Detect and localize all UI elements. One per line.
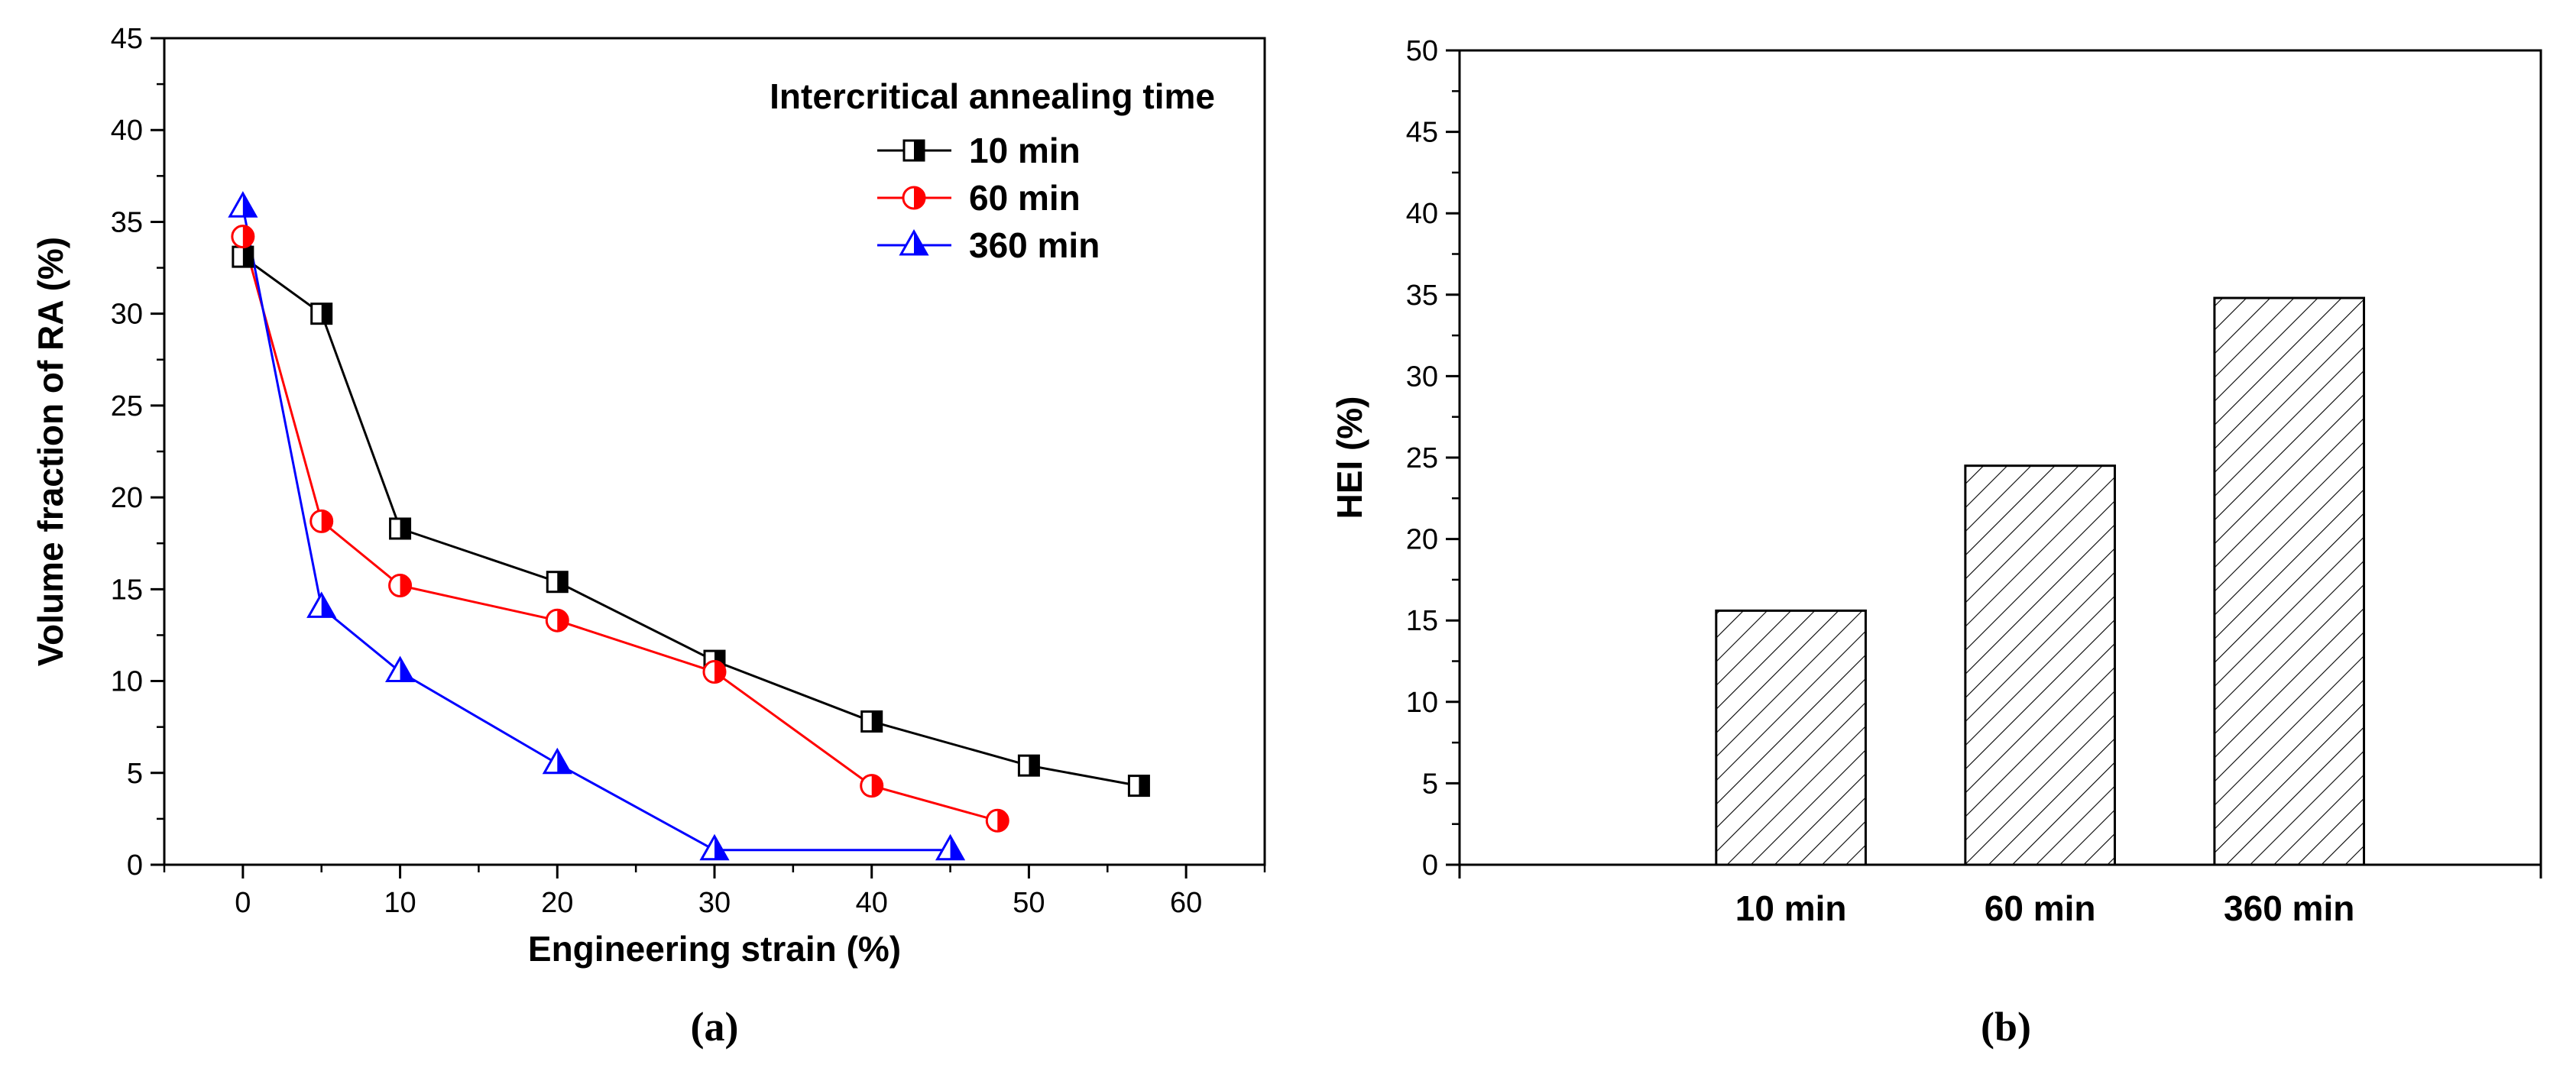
data-point xyxy=(388,574,413,598)
x-tick-label: 20 xyxy=(541,887,573,919)
data-point xyxy=(232,245,254,268)
data-point xyxy=(985,808,1009,833)
panel-label-a: (a) xyxy=(691,1004,739,1050)
y-tick-label: 25 xyxy=(1406,442,1438,474)
x-tick-label: 40 xyxy=(856,887,888,919)
category-label: 360 min xyxy=(2224,888,2354,928)
x-tick-label: 30 xyxy=(698,887,731,919)
y-axis: 0 5 10 15 20 25 30 35 40 45 50 xyxy=(1406,35,1460,882)
y-tick-label: 0 xyxy=(127,849,143,882)
legend-title: Intercritical annealing time xyxy=(770,76,1215,116)
bar-group xyxy=(1715,296,2366,866)
series-group xyxy=(228,191,1150,861)
data-point xyxy=(935,833,966,861)
legend-marker xyxy=(902,139,925,162)
y-tick-label: 10 xyxy=(111,666,143,698)
legend-label: 360 min xyxy=(969,225,1100,265)
legend-marker xyxy=(902,186,926,210)
data-point xyxy=(1127,775,1150,798)
x-tick-label: 0 xyxy=(235,887,251,919)
category-label: 60 min xyxy=(1985,888,2096,928)
data-point xyxy=(860,710,883,733)
y-tick-label: 25 xyxy=(111,390,143,422)
y-tick-label: 10 xyxy=(1406,687,1438,719)
y-tick-label: 5 xyxy=(1422,768,1438,800)
legend-label: 60 min xyxy=(969,178,1081,218)
y-tick-label: 45 xyxy=(1406,117,1438,149)
x-axis-title: Engineering strain (%) xyxy=(528,929,901,969)
x-tick-label: 60 xyxy=(1170,887,1202,919)
data-point xyxy=(231,225,255,249)
data-point xyxy=(384,655,416,683)
data-point xyxy=(389,517,412,540)
y-tick-label: 40 xyxy=(111,115,143,147)
y-tick-label: 15 xyxy=(1406,605,1438,637)
bar-chart-panel: 10 min 60 min 360 min 0 5 10 15 20 25 30 35 40 45 50… xyxy=(1330,35,2542,1050)
y-axis: 0 5 10 15 20 25 30 35 40 45 xyxy=(111,23,164,882)
line-chart-panel: 0 10 20 30 40 50 60 0 5 10 15 20 25 30 35 40 45 Enginee… xyxy=(31,23,1266,1050)
data-point xyxy=(228,191,258,218)
x-axis: 0 10 20 30 40 50 60 xyxy=(163,865,1266,919)
y-tick-label: 45 xyxy=(111,23,143,55)
y-tick-label: 5 xyxy=(127,758,143,790)
x-tick-label: 50 xyxy=(1013,887,1045,919)
x-axis: 10 min 60 min 360 min xyxy=(1458,865,2542,928)
data-point xyxy=(702,660,727,684)
data-point xyxy=(309,509,334,533)
y-tick-label: 15 xyxy=(111,574,143,606)
bar xyxy=(1964,464,2116,866)
bar xyxy=(1715,609,1867,866)
y-tick-label: 35 xyxy=(111,206,143,238)
y-tick-label: 40 xyxy=(1406,198,1438,230)
y-tick-label: 35 xyxy=(1406,280,1438,312)
series-line-0 xyxy=(241,255,1139,788)
bar xyxy=(2213,296,2366,866)
y-tick-label: 20 xyxy=(111,482,143,514)
y-tick-label: 30 xyxy=(1406,361,1438,393)
plot-frame xyxy=(163,37,1266,866)
legend-marker xyxy=(899,228,929,256)
y-tick-label: 0 xyxy=(1422,849,1438,882)
legend-label: 10 min xyxy=(969,131,1081,170)
y-tick-label: 50 xyxy=(1406,35,1438,67)
y-tick-label: 30 xyxy=(111,299,143,331)
x-tick-label: 10 xyxy=(384,887,416,919)
data-point xyxy=(860,774,884,798)
data-point xyxy=(1017,754,1040,777)
y-axis-title: Volume fraction of RA (%) xyxy=(31,237,70,666)
series-line-2 xyxy=(241,206,951,852)
data-point xyxy=(306,591,337,618)
data-point xyxy=(310,303,333,325)
panel-label-b: (b) xyxy=(1981,1004,2031,1050)
data-point xyxy=(699,833,730,861)
y-axis-title: HEI (%) xyxy=(1330,396,1369,519)
y-tick-label: 20 xyxy=(1406,524,1438,556)
series-line-1 xyxy=(241,236,998,822)
category-label: 10 min xyxy=(1735,888,1847,928)
data-point xyxy=(545,608,569,633)
data-point xyxy=(542,747,572,775)
data-point xyxy=(546,571,569,594)
legend: Intercritical annealing time 10 min 60 mi… xyxy=(770,76,1215,265)
